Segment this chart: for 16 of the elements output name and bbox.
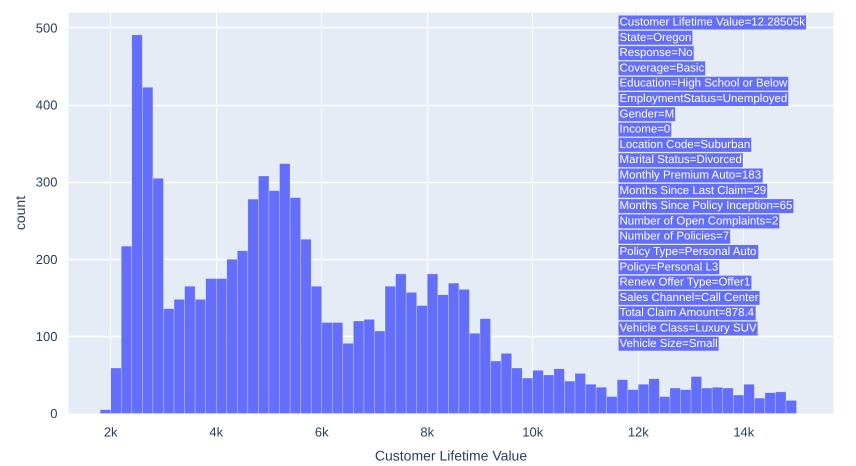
y-tick-label: 100 [36, 328, 58, 344]
x-axis-title: Customer Lifetime Value [374, 448, 528, 464]
x-tick-label: 6k [314, 424, 330, 440]
y-tick-label: 500 [36, 20, 58, 36]
y-tick-label: 400 [36, 98, 58, 113]
y-axis-title: count [12, 196, 28, 230]
x-tick-label: 10k [522, 424, 544, 440]
x-tick-label: 8k [420, 424, 435, 440]
x-tick-label: 4k [209, 424, 224, 440]
y-tick-label: 0 [50, 406, 58, 421]
y-tick-label: 200 [36, 252, 58, 267]
x-tick-label: 2k [104, 424, 118, 440]
y-tick-label: 300 [36, 174, 58, 190]
x-tick-label: 14k [733, 424, 755, 440]
x-tick-label: 12k [628, 424, 650, 440]
text: Customer Lifetime Value=12.28505k State=Oregon Response=No Coverage=Basic Education=High School or Below EmploymentStatus=Unemployed Gender=M Income=0 Location Code=Suburban Marital Status=Divorced Monthly Premium Auto=183 Months Since Last Claim=29 Months Since Policy Inception=65 Number of Open Complaints=2 Number of Policies=7 Policy Type=Personal Auto Policy=Personal L3 Renew Offer Type=Offer1 Sales Channel=Call Center Total Claim Amount=878.4 Vehicle Class=Luxury SUV Vehicle Size=Small [620, 16, 805, 350]
